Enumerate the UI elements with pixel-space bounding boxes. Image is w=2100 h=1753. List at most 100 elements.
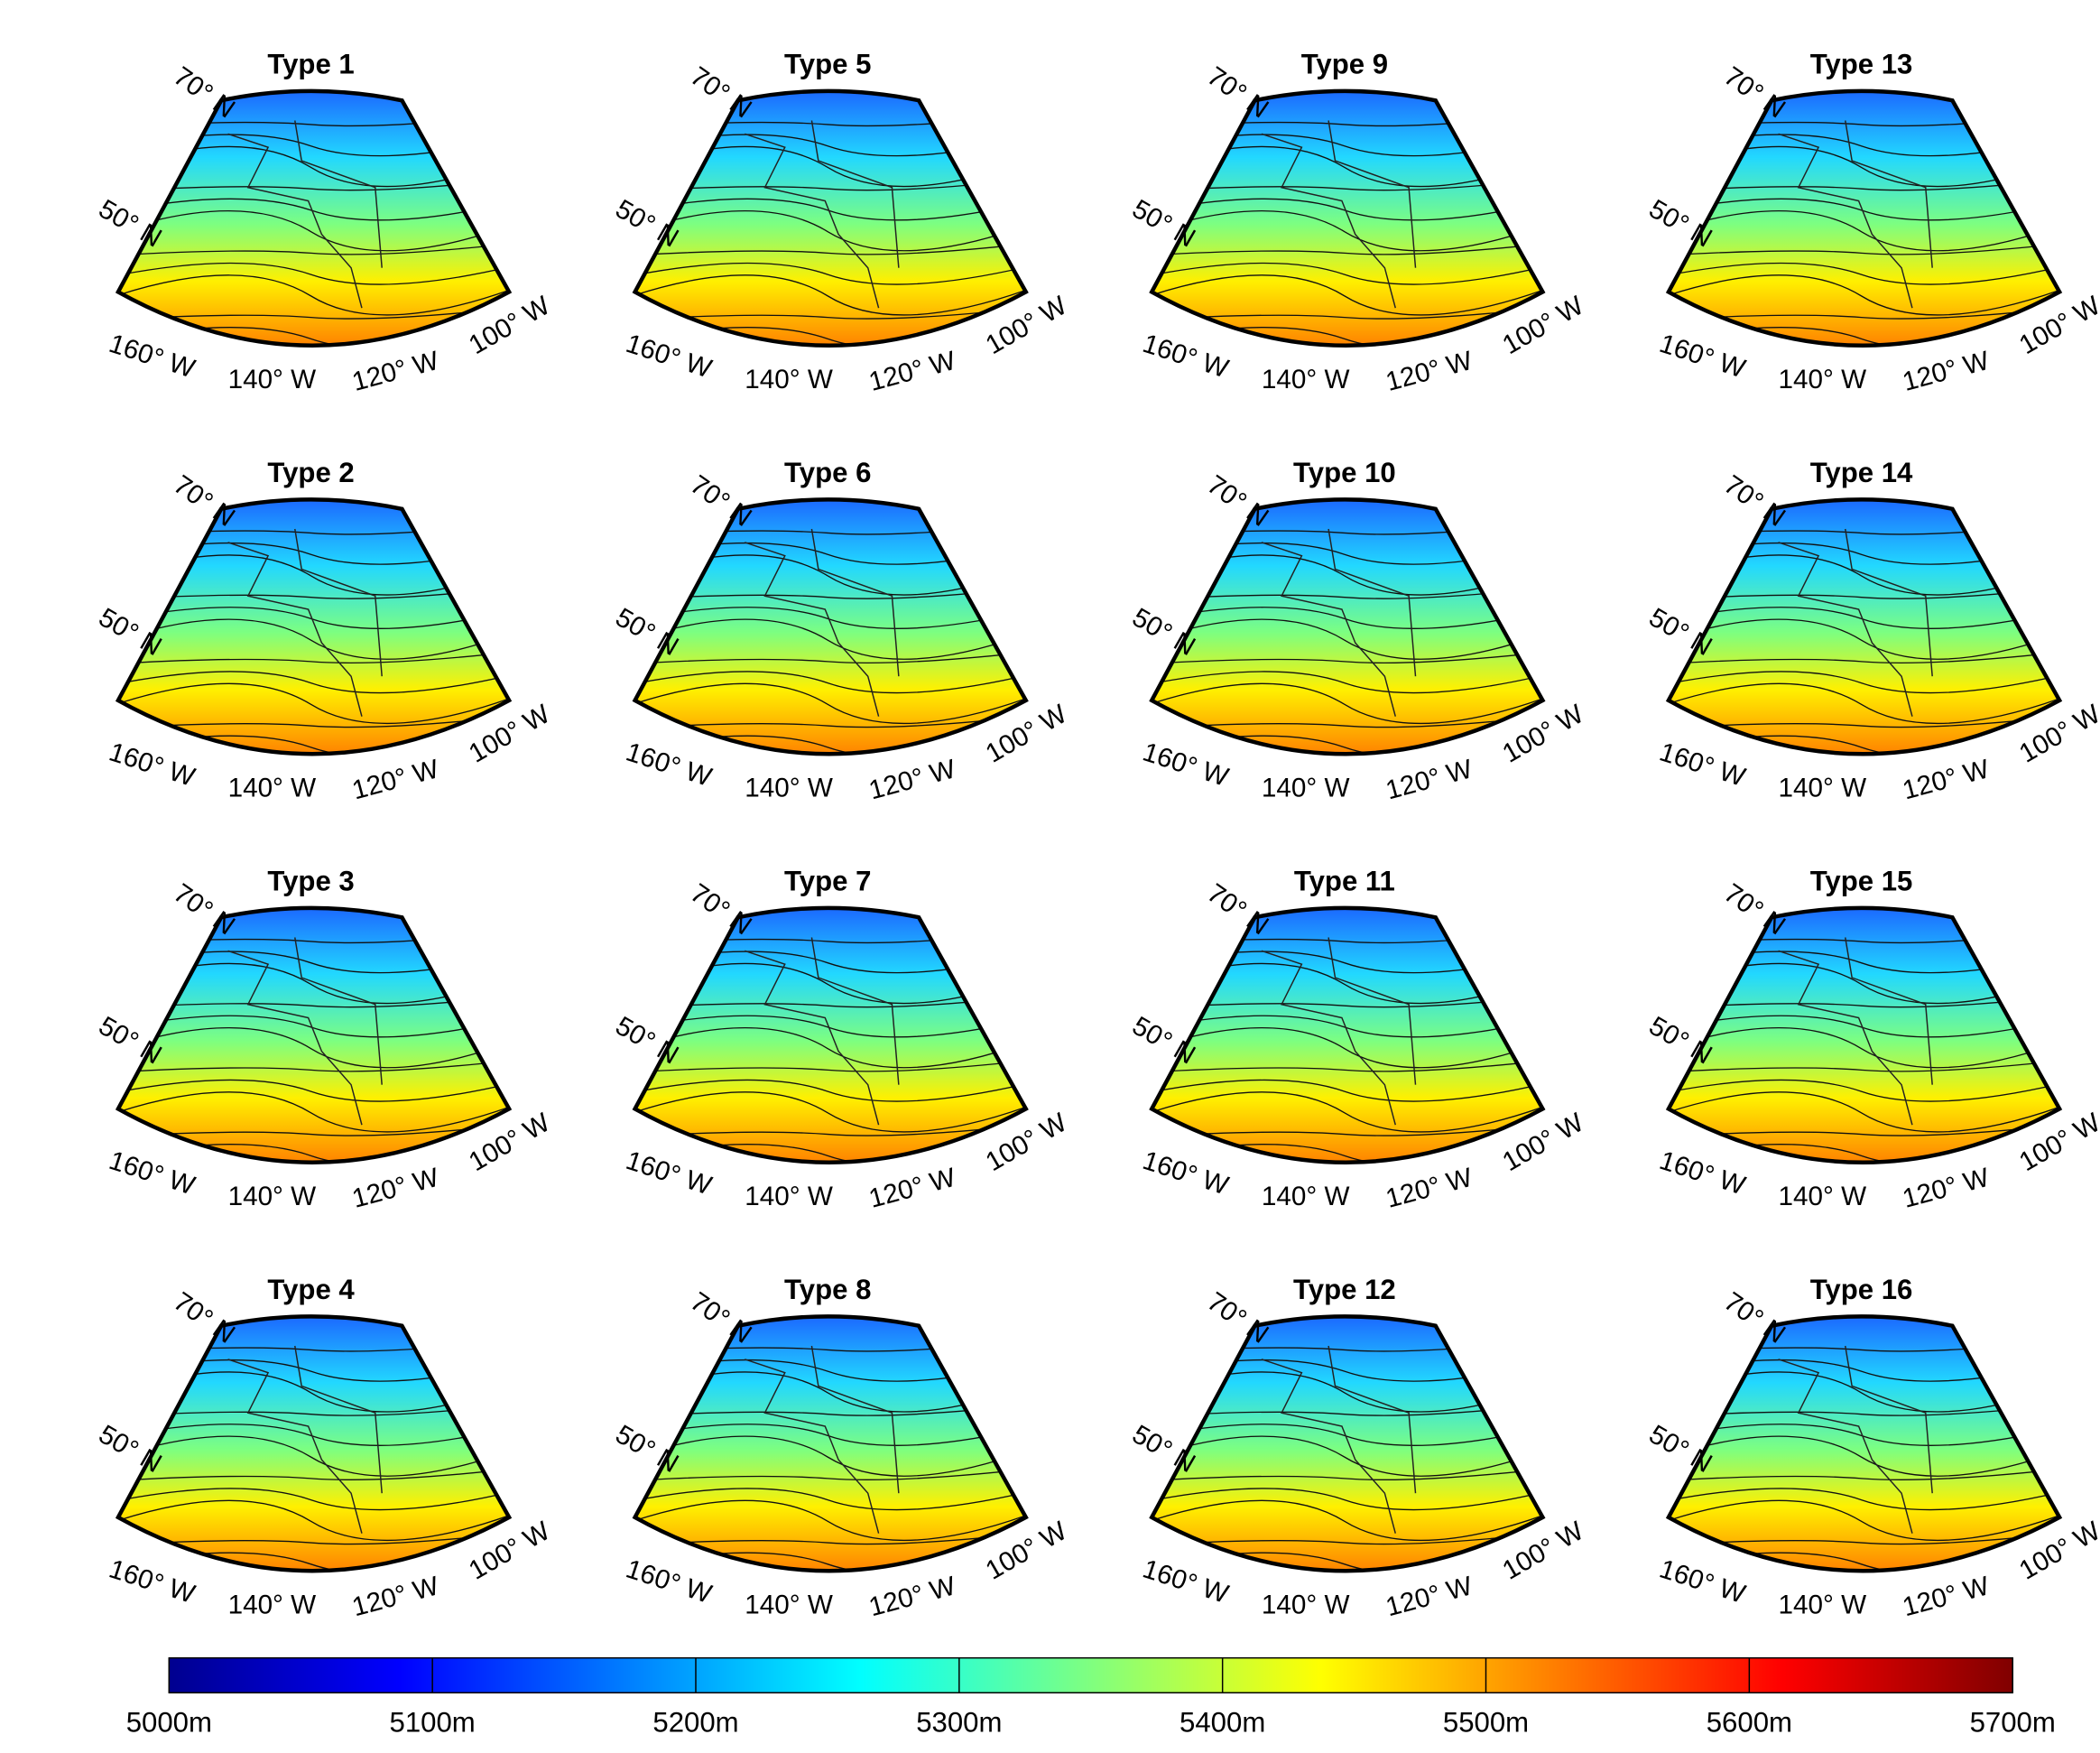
contour-line xyxy=(117,671,510,694)
map-border xyxy=(1665,88,2063,348)
contour-line xyxy=(117,1499,510,1542)
contour-line xyxy=(1152,1091,1543,1133)
coastline xyxy=(745,1345,900,1534)
panel-title: Type 3 xyxy=(267,866,354,897)
contour-line xyxy=(634,1079,1026,1102)
coastline xyxy=(745,937,900,1126)
contour-line xyxy=(634,198,1026,221)
contour-line xyxy=(1668,241,2060,257)
panel-title: Type 14 xyxy=(1810,457,1913,488)
lon-label: 140° W xyxy=(745,774,833,803)
lat-label: 70° N xyxy=(1202,61,1274,125)
contour-line xyxy=(1668,306,2060,321)
lon-label: 120° W xyxy=(349,754,442,805)
colorbar-label: 5100m xyxy=(390,1706,476,1738)
contour-line xyxy=(1152,198,1543,221)
lon-label: 120° W xyxy=(1383,1571,1476,1622)
lon-label: 160° W xyxy=(106,737,199,793)
lat-label: 50° N xyxy=(1644,1419,1717,1479)
contour-line xyxy=(634,586,1026,601)
contour-line xyxy=(1152,650,1543,665)
panel-title: Type 1 xyxy=(267,49,354,80)
contour-line xyxy=(634,671,1026,694)
contour-line xyxy=(117,650,510,665)
map-border xyxy=(1149,905,1546,1164)
contour-line xyxy=(1152,241,1543,257)
lon-label: 120° W xyxy=(865,1571,958,1622)
panel-title: Type 8 xyxy=(784,1274,871,1305)
contour-line xyxy=(634,177,1026,192)
panel-title: Type 11 xyxy=(1294,866,1395,897)
lon-label: 160° W xyxy=(1656,1145,1749,1201)
coastline xyxy=(1778,120,1933,309)
contour-line xyxy=(1668,274,2060,316)
contour-line xyxy=(634,1435,1026,1477)
lat-label: 70° N xyxy=(1718,469,1790,533)
contour-line xyxy=(1152,671,1543,694)
colorbar-label: 5200m xyxy=(652,1706,738,1738)
map-border xyxy=(1665,497,2063,756)
map-border xyxy=(115,1314,513,1573)
lon-label: 140° W xyxy=(745,1182,833,1211)
contour-line xyxy=(1152,994,1543,1009)
map-border xyxy=(632,497,1029,756)
lat-label: 70° N xyxy=(1718,61,1790,125)
contour-line xyxy=(634,607,1026,629)
lat-label: 50° N xyxy=(1127,602,1200,662)
contour-line xyxy=(1668,1058,2060,1074)
coastline xyxy=(1261,1345,1417,1534)
contour-line xyxy=(634,682,1026,725)
lat-label: 70° N xyxy=(1718,878,1790,941)
contour-line xyxy=(117,682,510,725)
contour-line xyxy=(1668,1079,2060,1102)
contour-line xyxy=(117,1435,510,1477)
panel-title: Type 4 xyxy=(267,1274,355,1305)
contour-line xyxy=(117,1026,510,1069)
colorbar-label: 5000m xyxy=(126,1706,212,1738)
contour-line xyxy=(634,994,1026,1009)
contour-line xyxy=(634,714,1026,729)
contour-line xyxy=(634,1091,1026,1133)
lon-label: 120° W xyxy=(1383,1163,1476,1214)
map-border xyxy=(1149,497,1546,756)
lat-label: 50° N xyxy=(1644,1011,1717,1071)
contour-line xyxy=(117,607,510,629)
lon-label: 140° W xyxy=(1779,365,1867,394)
lon-label: 160° W xyxy=(1656,329,1749,385)
contour-line xyxy=(1152,1488,1543,1511)
contour-line xyxy=(1152,262,1543,285)
lon-label: 160° W xyxy=(106,1145,199,1201)
lon-label: 120° W xyxy=(1900,1163,1993,1214)
panel-title: Type 15 xyxy=(1810,866,1913,897)
lat-label: 70° N xyxy=(685,61,757,125)
contour-line xyxy=(1668,198,2060,221)
contour-line xyxy=(117,198,510,221)
panel-title: Type 5 xyxy=(784,49,871,80)
colorbar-label: 5500m xyxy=(1443,1706,1529,1738)
map-border xyxy=(115,905,513,1164)
contour-line xyxy=(1152,714,1543,729)
lon-label: 120° W xyxy=(349,1163,442,1214)
contour-line xyxy=(1152,1079,1543,1102)
lon-label: 160° W xyxy=(1139,737,1232,793)
contour-line xyxy=(117,1079,510,1102)
lon-label: 160° W xyxy=(1139,329,1232,385)
contour-line xyxy=(634,1058,1026,1074)
contour-line xyxy=(634,1467,1026,1482)
colorbar-label: 5400m xyxy=(1180,1706,1265,1738)
lon-label: 140° W xyxy=(1262,1182,1350,1211)
contour-line xyxy=(117,1123,510,1138)
lat-label: 50° N xyxy=(610,194,683,254)
map-border xyxy=(1149,88,1546,348)
lat-label: 70° N xyxy=(168,878,240,941)
lon-label: 120° W xyxy=(865,1163,958,1214)
coastline xyxy=(1778,937,1933,1126)
contour-line xyxy=(1668,1435,2060,1477)
